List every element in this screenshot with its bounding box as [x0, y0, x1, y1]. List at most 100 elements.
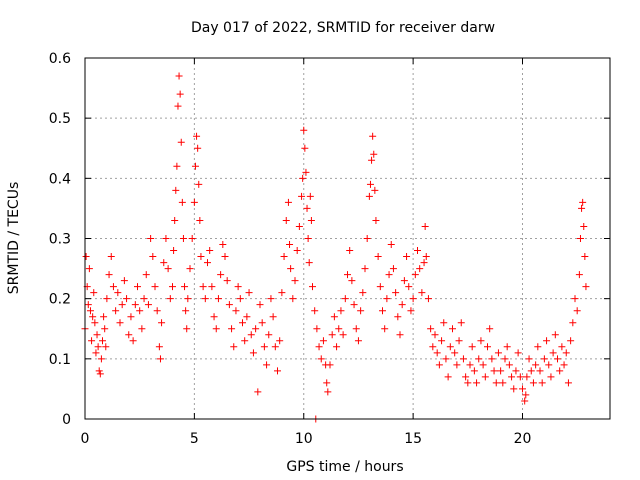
data-point — [319, 337, 327, 345]
data-point — [558, 343, 566, 351]
data-point — [473, 379, 481, 387]
data-point — [162, 235, 170, 242]
data-point — [337, 307, 345, 315]
data-point — [352, 325, 360, 333]
data-point — [120, 277, 128, 285]
data-point — [368, 156, 376, 164]
data-point — [109, 283, 117, 291]
axis-ticks — [84, 57, 610, 420]
data-point — [385, 271, 393, 279]
data-point — [451, 349, 459, 357]
data-point — [307, 216, 315, 224]
data-point — [204, 259, 211, 267]
data-point — [134, 283, 141, 291]
data-point — [365, 192, 373, 200]
data-point — [569, 319, 577, 327]
data-point — [156, 355, 164, 363]
data-point — [376, 283, 384, 291]
data-point — [403, 253, 411, 261]
data-point — [534, 343, 542, 351]
data-point — [514, 349, 522, 357]
data-point — [199, 283, 207, 291]
data-point — [303, 204, 311, 212]
data-point — [371, 186, 379, 194]
data-point — [427, 325, 435, 333]
data-point — [299, 174, 307, 182]
data-point — [381, 325, 389, 333]
data-point — [475, 355, 483, 363]
data-point — [201, 295, 209, 303]
data-point — [197, 253, 205, 261]
data-point — [444, 373, 452, 381]
y-tick-labels: 0 0.1 0.2 0.3 0.4 0.5 0.6 — [49, 51, 71, 428]
data-point — [394, 313, 402, 321]
data-point — [140, 295, 148, 303]
data-point — [286, 241, 294, 249]
data-point — [503, 343, 511, 351]
data-point — [409, 295, 417, 303]
data-point — [172, 186, 180, 194]
data-point — [407, 307, 415, 315]
data-point — [97, 355, 105, 363]
data-point — [169, 283, 176, 291]
data-point — [330, 313, 338, 321]
data-point — [582, 283, 590, 291]
data-point — [177, 138, 185, 146]
data-point — [510, 385, 518, 393]
data-point — [532, 361, 540, 369]
data-point — [490, 367, 498, 375]
data-point — [523, 373, 531, 381]
data-point — [581, 253, 589, 261]
data-point — [287, 265, 295, 273]
data-point — [446, 343, 454, 351]
data-point — [339, 331, 347, 339]
data-point — [293, 247, 301, 255]
data-point — [505, 361, 513, 369]
data-point — [86, 307, 94, 315]
data-point — [525, 355, 533, 363]
data-point — [206, 247, 214, 255]
data-point — [484, 343, 491, 351]
y-tick-label: 0.6 — [49, 51, 71, 67]
data-point — [302, 168, 310, 176]
x-tick-label: 20 — [514, 431, 532, 447]
data-point — [107, 253, 115, 261]
x-tick-label: 5 — [190, 431, 199, 447]
data-point — [171, 216, 179, 224]
data-point — [181, 283, 189, 291]
data-point — [166, 295, 174, 303]
data-point — [400, 277, 408, 285]
data-point — [173, 162, 181, 170]
data-point — [280, 253, 288, 261]
x-tick-label: 10 — [295, 431, 313, 447]
data-point — [94, 343, 102, 351]
data-point — [295, 222, 303, 230]
data-point — [344, 271, 351, 279]
data-point — [258, 319, 266, 327]
y-axis-label: SRMTID / TECUs — [6, 182, 22, 295]
data-point — [323, 379, 331, 387]
data-point — [492, 379, 500, 387]
x-tick-label: 0 — [81, 431, 90, 447]
data-point — [396, 331, 404, 339]
data-point — [481, 373, 489, 381]
data-point — [123, 295, 131, 303]
data-point — [210, 313, 218, 321]
data-point — [433, 349, 441, 357]
data-point — [389, 265, 397, 273]
data-point — [84, 301, 92, 309]
data-point — [567, 337, 575, 345]
data-point — [411, 271, 419, 279]
data-point — [455, 337, 463, 345]
data-point — [276, 337, 284, 345]
data-point — [387, 241, 395, 249]
data-point — [359, 289, 367, 297]
data-point — [114, 289, 122, 297]
data-point — [459, 355, 467, 363]
data-point — [497, 367, 505, 375]
data-point — [300, 126, 308, 134]
data-point — [196, 216, 204, 224]
y-tick-label: 0.4 — [49, 171, 71, 187]
data-point — [282, 216, 290, 224]
data-point — [519, 385, 526, 393]
